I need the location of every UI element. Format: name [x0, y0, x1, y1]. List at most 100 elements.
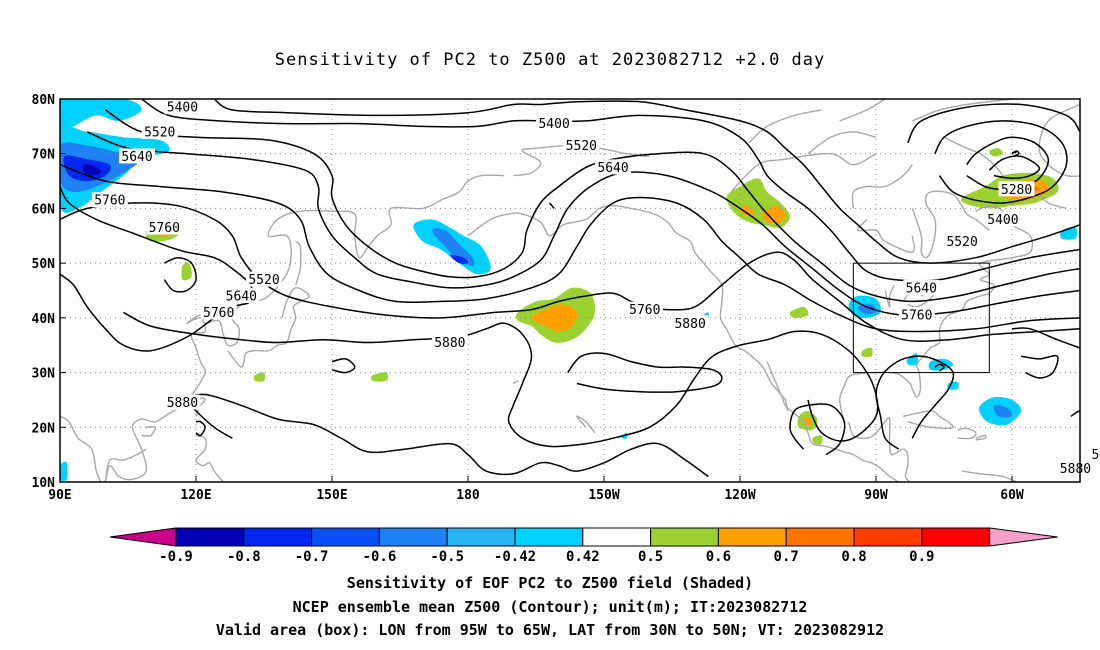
- contour-label: 5400: [536, 115, 573, 132]
- contour-label: 5520: [563, 137, 600, 154]
- shade-positive: [253, 372, 266, 382]
- contour-label: 5880: [431, 334, 468, 351]
- contour-line: [185, 393, 709, 478]
- coastlines: [60, 99, 1080, 482]
- contour-tick: [549, 202, 555, 209]
- colorbar-label: -0.6: [363, 549, 397, 565]
- shade-negative: [82, 164, 102, 176]
- contour-label-bg: [141, 123, 178, 139]
- lat-tick-label: 80N: [32, 93, 56, 108]
- contour-labels: 5400552056405760576054005520564055205640…: [91, 99, 1100, 477]
- coastline: [1038, 103, 1080, 178]
- coastline: [929, 481, 931, 482]
- colorbar-label: 0.7: [774, 549, 799, 565]
- contour-label-bg: [898, 307, 935, 323]
- contour-label-bg: [164, 99, 201, 115]
- colorbar-swatch: [853, 527, 923, 547]
- coastline: [857, 218, 915, 253]
- contour-label-bg: [91, 192, 128, 208]
- shade-positive: [789, 306, 809, 318]
- contour-label: 5520: [944, 233, 981, 250]
- contour-label: 5400: [164, 99, 201, 116]
- contour-label-text: 5880: [1060, 462, 1091, 477]
- contour-label-text: 5760: [94, 194, 125, 209]
- contour-label-bg: [998, 181, 1035, 197]
- lat-tick-label: 60N: [32, 202, 56, 217]
- contour-tick: [1011, 151, 1017, 154]
- shade-positive: [812, 435, 823, 445]
- contour-label-bg: [672, 315, 709, 331]
- contour-label: 5280: [998, 181, 1035, 198]
- colorbar-swatch: [175, 527, 245, 547]
- coastline: [104, 448, 147, 482]
- colorbar-label: -0.9: [159, 549, 193, 565]
- colorbar-label: 0.9: [909, 549, 934, 565]
- contour-label: 5640: [903, 279, 940, 296]
- coastline: [195, 434, 224, 482]
- colorbar-swatch: [514, 527, 584, 547]
- coastline: [911, 190, 990, 259]
- shade-positive: [181, 262, 192, 281]
- lon-tick-label: 120E: [180, 488, 211, 503]
- lon-tick-label: 180: [456, 488, 480, 503]
- coastline: [807, 131, 877, 155]
- contour-label: 5640: [223, 287, 260, 304]
- colorbar-label: 0.5: [638, 549, 663, 565]
- contour-line: [141, 99, 1080, 282]
- coastline: [884, 284, 895, 308]
- footer-line-3: Valid area (box): LON from 95W to 65W, L…: [215, 621, 885, 639]
- contour-label: 5760: [898, 307, 935, 324]
- coastline: [748, 109, 822, 144]
- contour-label-text: 5640: [226, 289, 257, 304]
- coastline: [962, 470, 1017, 482]
- colorbar-label: -0.8: [227, 549, 261, 565]
- lat-tick-label: 30N: [32, 367, 56, 382]
- contour-label: 5760: [626, 301, 663, 318]
- shade-negative: [449, 254, 469, 265]
- contour-label: 5760: [91, 192, 128, 209]
- shade-positive: [371, 372, 389, 382]
- contour-label: 5760: [200, 304, 237, 321]
- contour-label-text: 5880: [674, 317, 705, 332]
- contour-line: [934, 120, 1068, 204]
- contour-label: 5640: [119, 148, 156, 165]
- coastline: [839, 99, 886, 122]
- contour-label-text: 5400: [167, 101, 198, 116]
- footer-line-2: NCEP ensemble mean Z500 (Contour); unit(…: [292, 598, 808, 616]
- contour-label-text: 5280: [1001, 183, 1032, 198]
- lat-tick-label: 20N: [32, 421, 56, 436]
- lat-tick-label: 40N: [32, 312, 56, 327]
- contour-line: [789, 403, 846, 456]
- contour-label: 5760: [146, 219, 183, 236]
- lon-tick-label: 90W: [864, 488, 888, 503]
- colorbar-swatch: [243, 527, 313, 547]
- contour-line: [60, 163, 1080, 333]
- coastline: [903, 410, 954, 430]
- contour-line: [1011, 327, 1080, 349]
- coastline: [975, 434, 987, 441]
- island-outline: [576, 415, 596, 434]
- shade-positive: [762, 205, 786, 224]
- valid-area-box: [852, 262, 990, 374]
- contour-label-bg: [164, 394, 201, 410]
- footer-line-1: Sensitivity of EOF PC2 to Z500 field (Sh…: [346, 574, 754, 592]
- contour-line: [123, 311, 879, 448]
- contour-label-text: 5520: [248, 273, 279, 288]
- contour-line: [875, 355, 955, 450]
- coastline: [104, 174, 505, 482]
- contour-label-bg: [119, 148, 156, 164]
- colorbar-arrow-left: [109, 527, 177, 547]
- contour-line: [163, 256, 197, 293]
- contour-label-text: 5520: [566, 139, 597, 154]
- contour-label-bg: [146, 219, 183, 235]
- contour-label-text: 5640: [597, 161, 628, 176]
- contour-label-text: 5760: [901, 309, 932, 324]
- colorbar-label: 0.8: [841, 549, 866, 565]
- contour-line: [195, 420, 206, 437]
- contour-label-bg: [431, 334, 468, 350]
- shade-negative: [60, 99, 142, 134]
- contour-label-text: 5760: [149, 221, 180, 236]
- colorbar-swatch: [921, 527, 991, 547]
- contour-line: [966, 136, 1050, 191]
